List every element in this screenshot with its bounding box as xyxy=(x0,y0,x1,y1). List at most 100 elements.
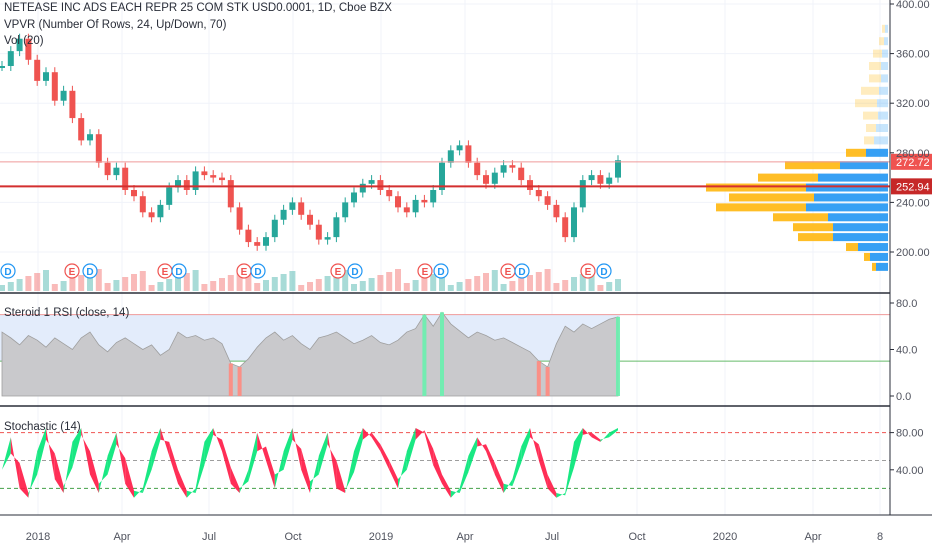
dividend-marker[interactable] xyxy=(171,263,187,279)
vpvr-up-bar xyxy=(806,183,888,192)
event-marker-label: D xyxy=(254,267,261,278)
stoch-fill-segment xyxy=(591,432,601,442)
x-tick-label: Oct xyxy=(628,531,645,543)
stoch-fill-segment xyxy=(151,427,161,470)
event-marker-label: D xyxy=(86,267,93,278)
dividend-marker[interactable] xyxy=(0,263,16,279)
earnings-marker[interactable] xyxy=(330,263,346,279)
vpvr-up-bar xyxy=(818,173,888,182)
candle xyxy=(403,207,410,213)
stoch-fill-segment xyxy=(547,474,557,498)
vpvr-indicator-label[interactable]: VPVR (Number Of Rows, 24, Up/Down, 70) xyxy=(4,19,227,31)
candle xyxy=(201,171,208,176)
vpvr-down-bar xyxy=(798,233,833,242)
stoch-fill-segment xyxy=(609,427,618,438)
vpvr-down-bar xyxy=(863,111,878,120)
volume-bar xyxy=(562,280,569,291)
dividend-marker[interactable] xyxy=(433,263,449,279)
volume-bar xyxy=(500,284,507,291)
candle xyxy=(491,172,498,184)
symbol-title[interactable]: NETEASE INC ADS EACH REPR 25 COM STK USD… xyxy=(4,2,392,14)
candle xyxy=(430,190,437,203)
stoch-fill-segment xyxy=(10,437,20,489)
stoch-fill-segment xyxy=(54,453,64,494)
price-tag[interactable] xyxy=(891,178,932,195)
candle xyxy=(386,190,393,197)
earnings-marker[interactable] xyxy=(417,263,433,279)
stoch-fill-segment xyxy=(72,427,82,468)
candle xyxy=(95,134,102,163)
stoch-fill-segment xyxy=(301,448,310,494)
candle xyxy=(245,229,252,243)
dividend-marker[interactable] xyxy=(82,263,98,279)
volume-indicator-label[interactable]: Vol (20) xyxy=(4,35,44,47)
volume-bar xyxy=(527,275,533,291)
vpvr-down-bar xyxy=(706,183,806,192)
stoch-fill-segment xyxy=(28,451,38,498)
rsi-y-tick-label: 80.0 xyxy=(896,298,917,310)
vpvr-down-bar xyxy=(864,252,870,261)
dividend-marker[interactable] xyxy=(250,263,266,279)
rsi-indicator-label[interactable]: Steroid 1 RSI (close, 14) xyxy=(4,307,130,319)
volume-bar xyxy=(254,283,261,291)
candle xyxy=(588,175,595,181)
volume-bar xyxy=(359,281,366,291)
candle xyxy=(447,150,454,163)
stochastic-indicator-label[interactable]: Stochastic (14) xyxy=(4,421,81,433)
price-tag-label: 252.94 xyxy=(896,181,930,193)
volume-bar xyxy=(439,271,445,291)
x-tick-label: 8 xyxy=(877,531,883,543)
volume-bar xyxy=(245,269,252,291)
stoch-fill-segment xyxy=(512,446,522,487)
stoch-fill-segment xyxy=(248,432,258,482)
y-tick-label: 400.00 xyxy=(896,0,930,11)
dividend-marker[interactable] xyxy=(514,263,530,279)
vpvr-up-bar xyxy=(870,252,888,261)
volume-bar xyxy=(571,277,577,291)
earnings-marker[interactable] xyxy=(64,263,80,279)
candle xyxy=(43,72,49,81)
stoch-fill-segment xyxy=(450,488,460,498)
stoch-fill-segment xyxy=(63,441,73,494)
price-tag[interactable] xyxy=(891,153,932,170)
stoch-fill-segment xyxy=(459,455,469,494)
stoch-fill-segment xyxy=(116,432,126,484)
stoch-fill-segment xyxy=(538,444,548,489)
pane-dividers[interactable] xyxy=(0,0,932,516)
volume-bar xyxy=(104,283,111,291)
vpvr-up-bar xyxy=(828,213,888,222)
stoch-fill-segment xyxy=(336,460,346,494)
earnings-marker[interactable] xyxy=(580,263,596,279)
y-tick-label: 320.00 xyxy=(896,98,930,110)
stoch-fill-segment xyxy=(169,441,178,484)
x-tick-label: Apr xyxy=(113,531,130,543)
candle xyxy=(307,214,313,225)
vpvr-down-bar xyxy=(846,243,858,252)
vpvr-down-bar xyxy=(869,74,881,83)
candle xyxy=(606,177,613,184)
stoch-fill-segment xyxy=(274,451,284,489)
vpvr-up-bar xyxy=(814,193,888,202)
volume-bar xyxy=(236,272,243,291)
stoch-fill-segment xyxy=(292,427,302,470)
candle xyxy=(333,217,340,238)
vpvr-up-bar xyxy=(877,99,888,108)
volume-bar xyxy=(166,279,173,291)
volume-bar xyxy=(298,285,305,291)
candle xyxy=(500,165,507,173)
stoch-fill-segment xyxy=(486,444,495,475)
vpvr-up-bar xyxy=(885,24,888,33)
stoch-fill-segment xyxy=(213,427,222,452)
dividend-marker[interactable] xyxy=(347,263,363,279)
candle xyxy=(280,209,287,220)
vpvr-down-bar xyxy=(864,136,874,145)
rsi-pane[interactable] xyxy=(0,311,890,397)
stochastic-pane[interactable] xyxy=(0,427,890,498)
candle xyxy=(271,219,278,238)
volume-bar xyxy=(192,270,199,291)
volume-bar xyxy=(430,274,437,291)
dividend-marker[interactable] xyxy=(596,263,612,279)
vpvr-up-bar xyxy=(840,161,888,170)
candle xyxy=(25,38,32,60)
